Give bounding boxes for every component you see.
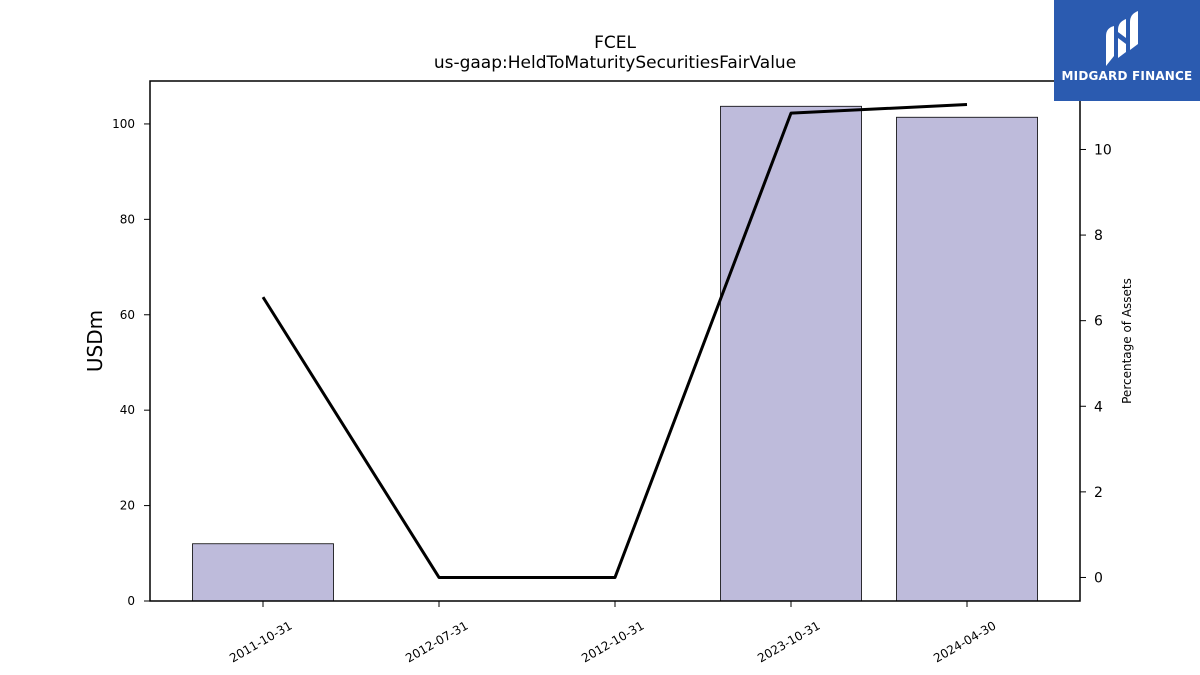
y-tick-label: 0	[127, 594, 135, 608]
x-tick-label: 2024-04-30	[931, 618, 998, 665]
y-tick-label: 80	[120, 212, 135, 226]
y2-axis-label: Percentage of Assets	[1120, 278, 1134, 404]
bar	[896, 116, 1038, 602]
y2-tick-label: 6	[1094, 314, 1103, 330]
brand-name: MIDGARD FINANCE	[1061, 69, 1193, 83]
y-axis-label: USDm	[83, 310, 107, 372]
x-tick-label: 2011-10-31	[227, 618, 294, 665]
plot-area: 0 20 40 60 80 100 0 2 4 6 8 10 2011-10-31 2012-07-31 2…	[112, 80, 1112, 665]
brand-logo: MIDGARD FINANCE	[1054, 0, 1200, 101]
y-tick-label: 100	[112, 117, 135, 131]
x-tick-label: 2012-10-31	[579, 618, 646, 665]
chart-title: FCEL	[594, 33, 636, 53]
y2-tick-label: 4	[1094, 399, 1103, 415]
x-tick-label: 2012-07-31	[403, 618, 470, 665]
y2-tick-label: 0	[1094, 570, 1103, 586]
y-tick-label: 60	[120, 308, 135, 322]
bar	[192, 543, 334, 602]
bar	[720, 105, 862, 602]
x-tick-label: 2023-10-31	[755, 618, 822, 665]
series-line	[261, 103, 968, 579]
y-tick-label: 20	[120, 499, 135, 513]
y-tick-label: 40	[120, 403, 135, 417]
y2-tick-label: 2	[1094, 485, 1103, 501]
y2-tick-label: 10	[1094, 142, 1112, 158]
chart-subtitle: us-gaap:HeldToMaturitySecuritiesFairValu…	[434, 53, 796, 73]
y2-tick-label: 8	[1094, 228, 1103, 244]
midgard-logo-icon	[1106, 11, 1138, 66]
